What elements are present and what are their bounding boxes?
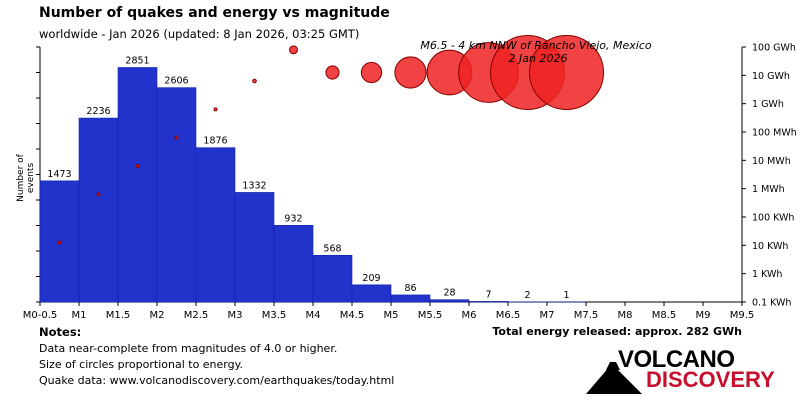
bar-value-label: 2851	[125, 55, 149, 66]
bar-M5.5-6	[468, 301, 509, 303]
bar-M3-3.5	[273, 225, 314, 303]
energy-tick-label: 10 GWh	[752, 71, 790, 82]
bar-value-label: 28	[443, 288, 455, 299]
x-tick-label: M5	[384, 310, 399, 321]
x-tick-label: M9.5	[730, 310, 755, 321]
largest-quake-date: 2 Jan 2026	[509, 52, 568, 65]
note-data-source[interactable]: Quake data: www.volcanodiscovery.com/ear…	[39, 374, 395, 387]
bar-M2.5-3	[234, 192, 275, 303]
x-tick-label: M5.5	[418, 310, 443, 321]
energy-circle	[325, 65, 340, 80]
x-tick-label: M6	[462, 310, 477, 321]
energy-tick-label: 100 GWh	[752, 43, 796, 54]
bar-M3.5-4	[312, 254, 353, 303]
energy-circle	[394, 56, 427, 89]
energy-circle	[174, 135, 179, 140]
bar-M4-4.5	[351, 284, 392, 303]
chart-title: Number of quakes and energy vs magnitude	[39, 5, 390, 21]
x-tick-label: M7	[540, 310, 555, 321]
energy-tick-label: 0.1 KWh	[752, 298, 791, 309]
x-tick-label: M3.5	[262, 310, 287, 321]
bar-value-label: 2	[524, 290, 530, 301]
energy-tick-label: 10 KWh	[752, 241, 788, 252]
bar-value-label: 2606	[164, 76, 188, 87]
bar-value-label: 2236	[86, 106, 110, 117]
energy-tick-label: 100 KWh	[752, 213, 794, 224]
x-tick-label: M0-0.5	[23, 310, 58, 321]
bar-value-label: 568	[323, 243, 341, 254]
energy-circle	[360, 61, 383, 84]
chart-subtitle: worldwide - Jan 2026 (updated: 8 Jan 202…	[39, 27, 360, 41]
bar-M1-1.5	[117, 67, 158, 303]
energy-circle	[96, 192, 101, 197]
notes-heading: Notes:	[39, 325, 82, 339]
bar-value-label: 1473	[47, 169, 71, 180]
bar-value-label: 86	[404, 283, 416, 294]
bar-M1.5-2	[156, 87, 197, 303]
energy-tick-label: 1 MWh	[752, 184, 785, 195]
x-tick-label: M4.5	[340, 310, 365, 321]
x-tick-label: M2	[150, 310, 165, 321]
logo-text-volcano: VOLCANO	[618, 346, 735, 373]
x-tick-label: M4	[306, 310, 321, 321]
x-tick-label: M9	[696, 310, 711, 321]
energy-tick-label: 1 KWh	[752, 269, 782, 280]
note-circle-size: Size of circles proportional to energy.	[39, 358, 244, 371]
bar-M2-2.5	[195, 147, 236, 303]
volcanodiscovery-logo[interactable]: VOLCANO DISCOVERY	[584, 346, 775, 396]
energy-circle	[252, 78, 257, 84]
x-tick-label: M1.5	[106, 310, 131, 321]
x-tick-label: M6.5	[496, 310, 521, 321]
x-tick-label: M2.5	[184, 310, 209, 321]
x-tick-label: M7.5	[574, 310, 599, 321]
volcano-icon	[586, 362, 642, 394]
bar-value-label: 209	[362, 273, 380, 284]
note-completeness: Data near-complete from magnitudes of 4.…	[39, 342, 338, 355]
bar-value-label: 1332	[242, 180, 266, 191]
logo-text-discovery: DISCOVERY	[646, 367, 775, 392]
x-tick-label: M8.5	[652, 310, 677, 321]
bar-value-label: 1	[563, 290, 569, 301]
bar-value-label: 7	[485, 289, 491, 300]
energy-tick-label: 100 MWh	[752, 128, 797, 139]
bar-value-label: 1876	[203, 136, 227, 147]
energy-circle	[135, 164, 140, 168]
total-energy: Total energy released: approx. 282 GWh	[492, 325, 742, 338]
x-tick-label: M8	[618, 310, 633, 321]
energy-circle	[213, 107, 218, 112]
x-tick-label: M3	[228, 310, 243, 321]
bar-value-label: 932	[284, 213, 302, 224]
energy-circle	[289, 45, 298, 55]
energy-tick-label: 1 GWh	[752, 99, 784, 110]
bar-M5-5.5	[429, 299, 470, 303]
x-tick-label: M1	[72, 310, 87, 321]
bar-M4.5-5	[390, 294, 431, 303]
energy-circle	[529, 35, 604, 110]
energy-circle	[57, 240, 62, 245]
largest-quake-annotation: M6.5 - 4 km NNW of Rancho Viejo, Mexico	[420, 39, 652, 52]
bar-M0.5-1	[78, 117, 119, 303]
energy-tick-label: 10 MWh	[752, 156, 791, 167]
